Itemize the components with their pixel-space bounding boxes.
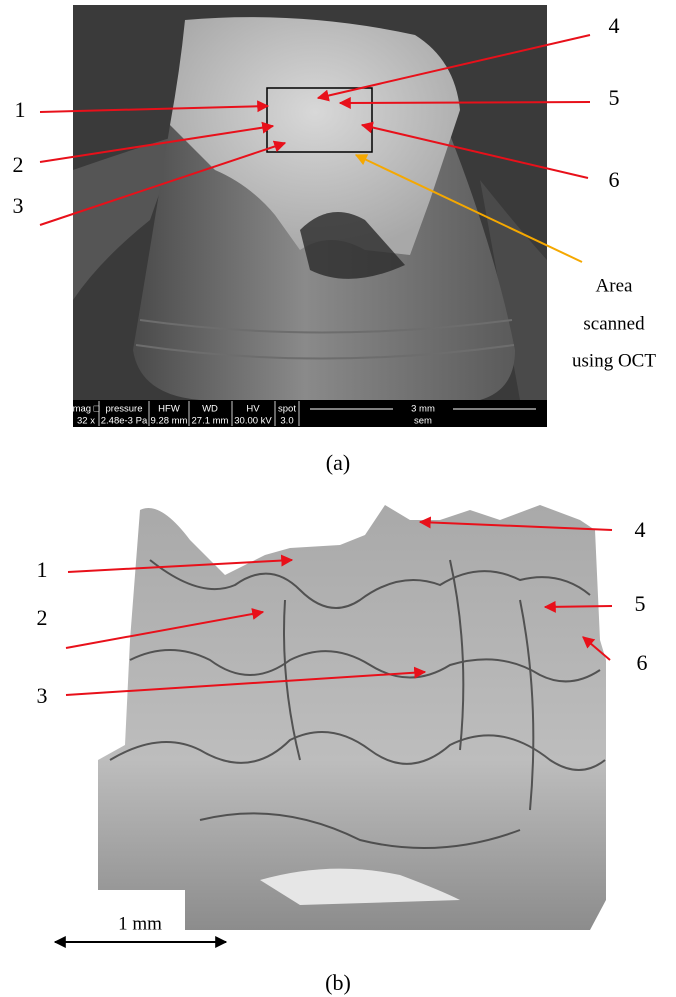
databar-value: 2.48e-3 Pa bbox=[101, 416, 148, 427]
label: 4 bbox=[635, 517, 646, 542]
databar-header: mag □ bbox=[73, 404, 100, 415]
label: 5 bbox=[635, 591, 646, 616]
databar-value: 9.28 mm bbox=[151, 416, 188, 427]
label: 1 bbox=[37, 557, 48, 582]
databar-header: 3 mm bbox=[411, 404, 435, 415]
label: 6 bbox=[637, 650, 648, 675]
databar-header: WD bbox=[202, 404, 218, 415]
databar-header: HV bbox=[246, 404, 260, 415]
databar-header: HFW bbox=[158, 404, 180, 415]
figure: mag □ pressure HFW WD HV spot 3 mm 32 x … bbox=[0, 0, 676, 997]
sem-image bbox=[73, 5, 547, 400]
label: 2 bbox=[13, 152, 24, 177]
caption: (a) bbox=[326, 450, 350, 475]
label: 1 bbox=[15, 97, 26, 122]
label: 5 bbox=[609, 85, 620, 110]
databar-value: 32 x bbox=[77, 416, 95, 427]
label: 6 bbox=[609, 167, 620, 192]
scale-label: 1 mm bbox=[118, 913, 162, 934]
databar-value: 27.1 mm bbox=[192, 416, 229, 427]
databar-value: 30.00 kV bbox=[234, 416, 272, 427]
databar-value: 3.0 bbox=[280, 416, 293, 427]
label: 4 bbox=[609, 13, 620, 38]
annotation: using OCT bbox=[572, 350, 656, 371]
label: 2 bbox=[37, 605, 48, 630]
label: 3 bbox=[37, 683, 48, 708]
annotation: scanned bbox=[583, 313, 645, 334]
oct-image bbox=[98, 505, 606, 930]
caption: (b) bbox=[325, 970, 351, 995]
annotation: Area bbox=[596, 275, 633, 296]
databar-header: spot bbox=[278, 404, 296, 415]
sem-databar: mag □ pressure HFW WD HV spot 3 mm 32 x … bbox=[73, 400, 547, 427]
databar-header: pressure bbox=[106, 404, 143, 415]
databar-value: sem bbox=[414, 416, 432, 427]
label: 3 bbox=[13, 193, 24, 218]
